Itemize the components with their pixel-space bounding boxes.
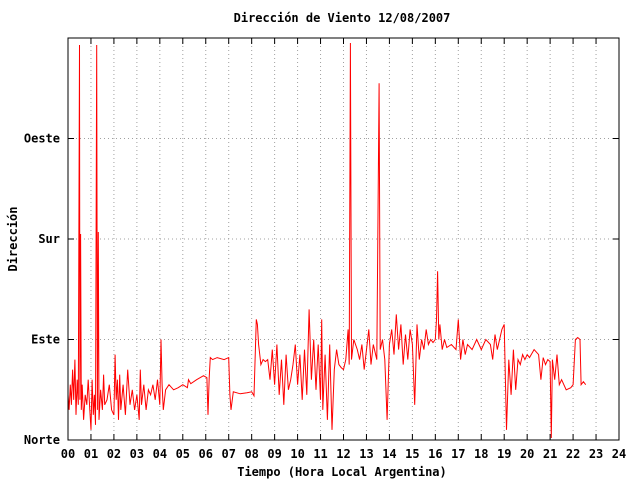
x-tick-label: 04 — [153, 447, 167, 461]
y-tick-label: Oeste — [24, 132, 60, 146]
x-tick-label: 02 — [107, 447, 121, 461]
x-tick-label: 10 — [290, 447, 304, 461]
y-tick-label: Norte — [24, 433, 60, 447]
x-tick-label: 18 — [474, 447, 488, 461]
series-polyline — [67, 42, 587, 439]
x-tick-label: 11 — [313, 447, 327, 461]
x-tick-label: 14 — [382, 447, 396, 461]
x-tick-label: 13 — [359, 447, 373, 461]
x-tick-label: 19 — [497, 447, 511, 461]
x-tick-label: 00 — [61, 447, 75, 461]
x-tick-label: 21 — [543, 447, 557, 461]
x-tick-label: 08 — [244, 447, 258, 461]
x-tick-label: 09 — [267, 447, 281, 461]
x-tick-label: 20 — [520, 447, 534, 461]
axis-ticks: 00 01 02 03 04 05 06 07 08 09 10 11 12 13 14 15 16 17 18 19… — [24, 38, 626, 461]
x-tick-label: 06 — [199, 447, 213, 461]
x-tick-label: 22 — [566, 447, 580, 461]
x-tick-label: 05 — [176, 447, 190, 461]
x-tick-label: 07 — [221, 447, 235, 461]
x-tick-label: 15 — [405, 447, 419, 461]
grid-lines — [68, 38, 619, 440]
y-axis-label: Dirección — [6, 206, 20, 271]
x-tick-label: 12 — [336, 447, 350, 461]
x-tick-label: 24 — [612, 447, 626, 461]
y-tick-label: Sur — [38, 232, 60, 246]
chart-title: Dirección de Viento 12/08/2007 — [234, 11, 451, 25]
x-tick-label: 01 — [84, 447, 98, 461]
x-tick-label: 23 — [589, 447, 603, 461]
series-line — [67, 42, 587, 439]
x-tick-label: 16 — [428, 447, 442, 461]
y-tick-label: Este — [31, 333, 60, 347]
x-tick-label: 03 — [130, 447, 144, 461]
x-axis-label: Tiempo (Hora Local Argentina) — [237, 465, 447, 479]
x-tick-label: 17 — [451, 447, 465, 461]
